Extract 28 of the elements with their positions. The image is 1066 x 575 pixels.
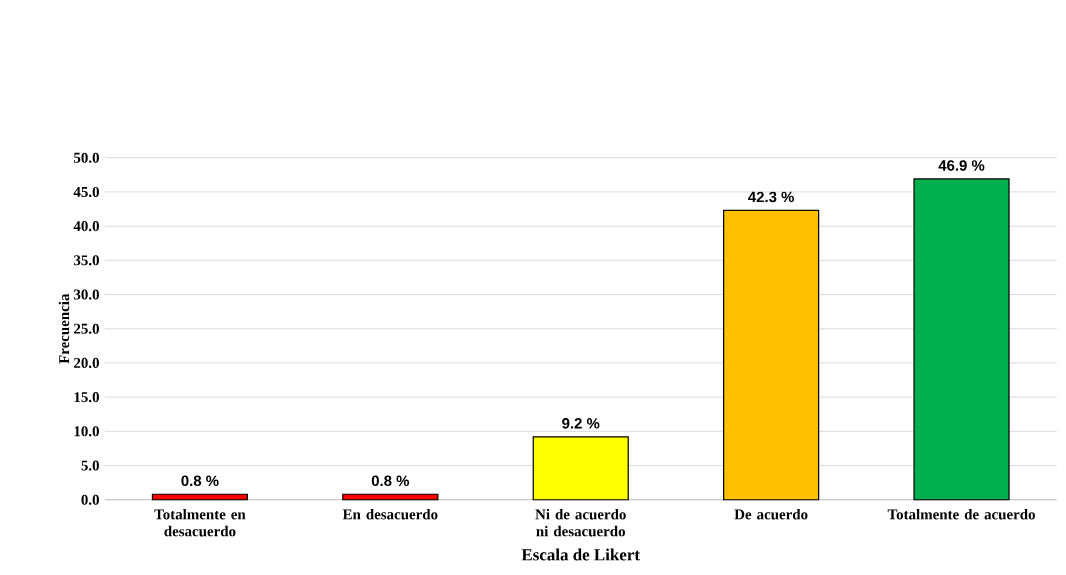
data-label: 0.8 % [371, 475, 410, 487]
x-tick-label: De acuerdo [734, 508, 808, 520]
x-axis-title: Escala de Likert [521, 548, 640, 561]
y-tick-label: 5.0 [81, 460, 99, 471]
x-tick-label: En desacuerdo [342, 508, 438, 520]
y-tick-label: 15.0 [74, 392, 99, 403]
data-label: 46.9 % [938, 160, 985, 171]
y-tick-label: 35.0 [73, 255, 99, 266]
x-tick-label: Totalmente en desacuerdo [154, 508, 246, 537]
bar [342, 493, 439, 501]
bar [532, 436, 629, 501]
y-tick-label: 50.0 [73, 152, 99, 163]
data-label: 42.3 % [748, 191, 794, 203]
bar [913, 178, 1010, 501]
bar [723, 209, 820, 501]
y-tick-label: 25.0 [74, 323, 99, 334]
data-label: 0.8 % [181, 475, 219, 487]
y-tick-label: 0.0 [81, 494, 99, 505]
y-tick-label: 10.0 [74, 426, 99, 437]
y-tick-label: 30.0 [73, 289, 99, 300]
y-tick-label: 20.0 [74, 357, 99, 369]
bar [151, 493, 249, 501]
y-tick-label: 40.0 [73, 221, 99, 232]
data-label: 9.2 % [562, 418, 600, 429]
x-tick-label: Totalmente de acuerdo [887, 508, 1035, 520]
y-tick-label: 45.0 [73, 186, 99, 198]
y-axis-title: Frecuencia [58, 293, 70, 364]
x-tick-label: Ni de acuerdo ni desacuerdo [535, 508, 626, 537]
